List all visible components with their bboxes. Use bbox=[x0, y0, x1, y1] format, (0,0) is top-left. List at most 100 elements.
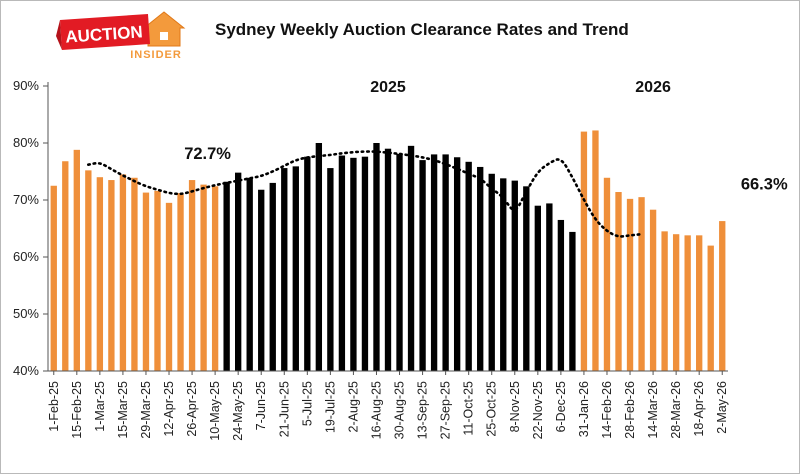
x-tick-label: 30-Aug-25 bbox=[393, 381, 407, 439]
bar bbox=[580, 131, 588, 371]
bar bbox=[523, 186, 530, 371]
x-tick-label: 14-Feb-26 bbox=[600, 381, 614, 439]
bar bbox=[258, 189, 265, 371]
bar bbox=[465, 161, 472, 371]
bar bbox=[281, 168, 288, 371]
bar bbox=[615, 192, 622, 371]
bar bbox=[488, 173, 495, 371]
bar bbox=[131, 177, 138, 371]
bar bbox=[453, 157, 461, 371]
bar bbox=[500, 178, 507, 371]
chart-title: Sydney Weekly Auction Clearance Rates an… bbox=[215, 20, 629, 39]
x-axis: 1-Feb-25 15-Feb-25 1-Mar-25 15-Mar-25 29-Mar… bbox=[47, 370, 729, 441]
bar bbox=[477, 166, 484, 371]
bar bbox=[304, 156, 311, 371]
bar bbox=[638, 197, 645, 371]
bar bbox=[211, 186, 219, 371]
x-tick-label: 10-May-25 bbox=[208, 381, 222, 441]
x-tick-label: 21-Jun-25 bbox=[277, 381, 291, 437]
bar bbox=[719, 221, 726, 371]
x-tick-label: 29-Mar-25 bbox=[139, 381, 153, 439]
bar bbox=[119, 174, 127, 371]
x-tick-label: 11-Oct-25 bbox=[462, 381, 476, 436]
x-tick-label: 28-Feb-26 bbox=[623, 381, 637, 439]
x-tick-label: 27-Sep-25 bbox=[439, 381, 453, 439]
bar bbox=[327, 168, 334, 371]
bar bbox=[649, 209, 657, 371]
bar bbox=[177, 193, 184, 371]
x-tick-label: 26-Apr-25 bbox=[185, 381, 199, 437]
y-tick-label: 80% bbox=[13, 135, 39, 150]
x-tick-label: 31-Jan-26 bbox=[577, 381, 591, 437]
annotation-layer: 2025 2026 72.7% 66.3% bbox=[184, 79, 788, 194]
x-tick-label: 13-Sep-25 bbox=[416, 381, 430, 439]
bar bbox=[373, 143, 380, 371]
auction-insider-logo: AUCTION INSIDER bbox=[56, 6, 196, 62]
y-tick-label: 70% bbox=[13, 192, 39, 207]
x-tick-label: 2-Aug-25 bbox=[346, 381, 360, 432]
bar bbox=[661, 231, 668, 371]
bar bbox=[534, 205, 541, 371]
y-tick-label: 50% bbox=[13, 306, 39, 321]
bar bbox=[246, 177, 253, 371]
bar bbox=[62, 161, 69, 371]
logo-word-insider: INSIDER bbox=[130, 49, 182, 61]
bar bbox=[350, 157, 357, 371]
year-label: 2026 bbox=[635, 79, 671, 96]
bar bbox=[626, 198, 634, 371]
bar bbox=[419, 160, 426, 371]
bar bbox=[315, 143, 323, 371]
y-axis: 40% 50% 60% 70% 80% 90% bbox=[13, 78, 49, 378]
bar bbox=[707, 245, 714, 371]
bar bbox=[269, 182, 276, 371]
x-tick-label: 14-Mar-26 bbox=[646, 381, 660, 439]
bar bbox=[384, 148, 392, 371]
x-tick-label: 1-Mar-25 bbox=[93, 381, 107, 432]
bar bbox=[603, 177, 611, 371]
bar bbox=[188, 180, 196, 371]
x-tick-label: 15-Mar-25 bbox=[116, 381, 130, 439]
bar bbox=[592, 130, 599, 371]
bar bbox=[142, 192, 150, 371]
y-tick-label: 60% bbox=[13, 249, 39, 264]
x-tick-label: 2-May-26 bbox=[715, 381, 729, 434]
bar bbox=[407, 145, 415, 371]
bar bbox=[73, 149, 80, 371]
bar bbox=[442, 154, 449, 371]
x-tick-label: 19-Jul-25 bbox=[323, 381, 337, 433]
bar bbox=[361, 156, 369, 371]
x-tick-label: 25-Oct-25 bbox=[485, 381, 499, 437]
x-tick-label: 12-Apr-25 bbox=[162, 381, 176, 437]
trend-line bbox=[87, 150, 643, 238]
bar bbox=[108, 180, 115, 371]
bar bbox=[85, 170, 92, 371]
x-tick-label: 28-Mar-26 bbox=[669, 381, 683, 439]
trend-layer bbox=[87, 150, 643, 238]
x-tick-label: 6-Dec-25 bbox=[554, 381, 568, 432]
bar bbox=[511, 180, 518, 371]
x-tick-label: 15-Feb-25 bbox=[70, 381, 84, 439]
y-tick-label: 90% bbox=[13, 78, 39, 93]
value-callout: 66.3% bbox=[741, 176, 788, 194]
bar bbox=[696, 235, 703, 371]
value-callout: 72.7% bbox=[184, 145, 231, 163]
x-tick-label: 16-Aug-25 bbox=[369, 381, 383, 439]
bar bbox=[546, 203, 553, 371]
bar bbox=[557, 219, 565, 371]
x-tick-label: 7-Jun-25 bbox=[254, 381, 268, 430]
bar bbox=[154, 190, 161, 371]
x-tick-label: 24-May-25 bbox=[231, 381, 245, 441]
bar bbox=[569, 231, 576, 371]
bar bbox=[165, 202, 173, 371]
y-tick-label: 40% bbox=[13, 363, 39, 378]
x-tick-label: 1-Feb-25 bbox=[47, 381, 61, 432]
bar bbox=[396, 153, 403, 371]
x-tick-label: 22-Nov-25 bbox=[531, 381, 545, 439]
bar bbox=[292, 166, 299, 371]
bar bbox=[338, 155, 346, 371]
bar bbox=[96, 177, 104, 371]
bar bbox=[50, 185, 57, 371]
bars-layer bbox=[50, 130, 726, 371]
x-tick-label: 5-Jul-25 bbox=[300, 381, 314, 426]
